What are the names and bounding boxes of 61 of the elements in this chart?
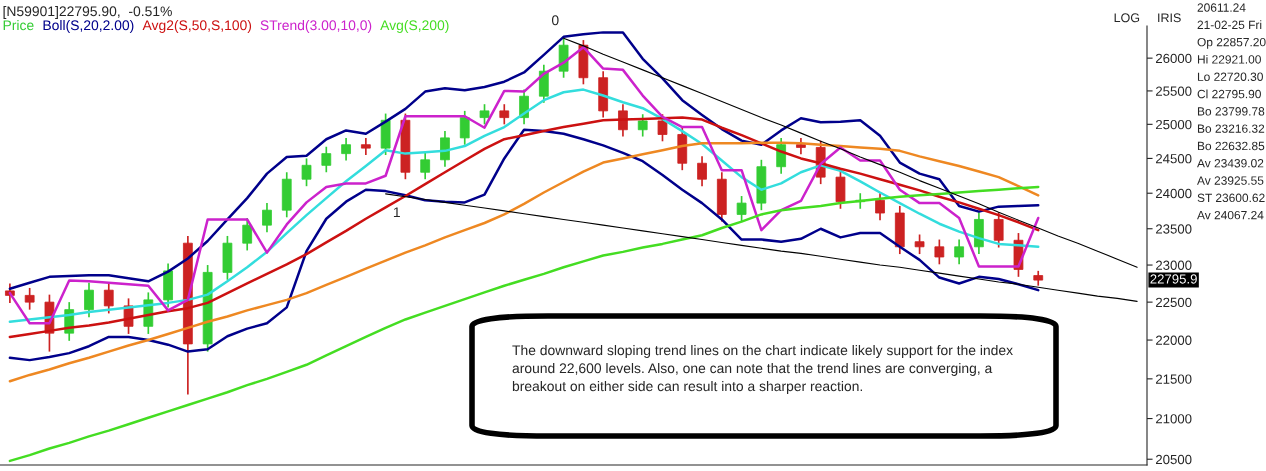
text: IRIS: [1158, 13, 1181, 23]
candlestick: [993, 211, 1004, 249]
line-series: [8, 185, 1040, 463]
candlestick: [499, 103, 510, 126]
text: STrend(3.00,10,0): [260, 20, 372, 33]
candlestick: [914, 233, 925, 255]
text: 0: [551, 15, 559, 26]
candlestick: [479, 103, 490, 126]
text: LOG: [1114, 13, 1140, 23]
text: Boll(S,20,2.00): [43, 20, 134, 33]
text: 20611.24: [1197, 3, 1246, 12]
candlestick: [736, 195, 747, 223]
candlestick: [657, 113, 668, 143]
candlestick: [84, 281, 94, 319]
annotation: 1: [393, 207, 400, 217]
candlestick: [934, 238, 945, 266]
text: 22795.9: [1150, 274, 1197, 284]
text: Cl 22795.90: [1197, 89, 1261, 99]
text: Hi 22921.00: [1197, 54, 1261, 64]
text: Av 23439.02: [1197, 159, 1264, 168]
line-series: [563, 37, 1138, 268]
y-tick-label: 25500: [1156, 86, 1192, 96]
candlestick: [440, 130, 450, 168]
y-tick-label: 21500: [1156, 374, 1192, 384]
y-tick-label: 21000: [1156, 414, 1192, 424]
candlestick: [459, 110, 470, 146]
y-tick-label: 20500: [1156, 454, 1192, 465]
text: ST 23600.62: [1197, 193, 1265, 203]
line-series: [385, 193, 1138, 302]
candlestick: [875, 192, 885, 221]
candlestick: [103, 281, 114, 315]
chart-title: [N59901]22795.90, -0.51%: [3, 6, 172, 19]
text: Bo 23799.78: [1197, 107, 1265, 116]
candlestick: [420, 152, 431, 181]
candlestick: [954, 238, 964, 266]
text: Bo 22632.85: [1197, 141, 1265, 151]
y-tick-label: 24000: [1156, 188, 1192, 199]
text: Bo 23216.32: [1197, 124, 1265, 133]
text: Av 24067.24: [1197, 210, 1264, 220]
candlestick: [24, 287, 35, 311]
text: Lo 22720.30: [1197, 72, 1263, 81]
y-tick-label: 25000: [1156, 119, 1192, 130]
y-tick-label: 22000: [1156, 335, 1192, 345]
y-tick-label: 23000: [1156, 260, 1192, 270]
text: Avg(S,200): [380, 20, 449, 33]
annotation: The downward sloping trend lines on the chart indicate likely support for the index around 22,600 levels. Also, one can note that the trend lines are converging, a breakout on either side can result into a sharper reaction.: [512, 345, 1013, 394]
y-tick-label: 24500: [1156, 153, 1192, 164]
text: Price: [3, 20, 34, 31]
candlestick: [321, 145, 332, 174]
candlestick: [301, 157, 312, 188]
text: Av 23925.55: [1197, 176, 1264, 185]
text: Op 22857.20: [1197, 37, 1266, 49]
candlestick: [341, 137, 351, 162]
text: Avg2(S,50,S,100): [142, 20, 252, 33]
y-tick-label: 23500: [1156, 224, 1192, 234]
candlestick: [262, 202, 272, 234]
y-tick-label: 22500: [1156, 297, 1192, 308]
candlestick: [697, 155, 707, 188]
y-tick-label: 26000: [1156, 53, 1192, 64]
text: 21-02-25 Fri: [1197, 20, 1262, 30]
candlestick: [637, 113, 648, 138]
